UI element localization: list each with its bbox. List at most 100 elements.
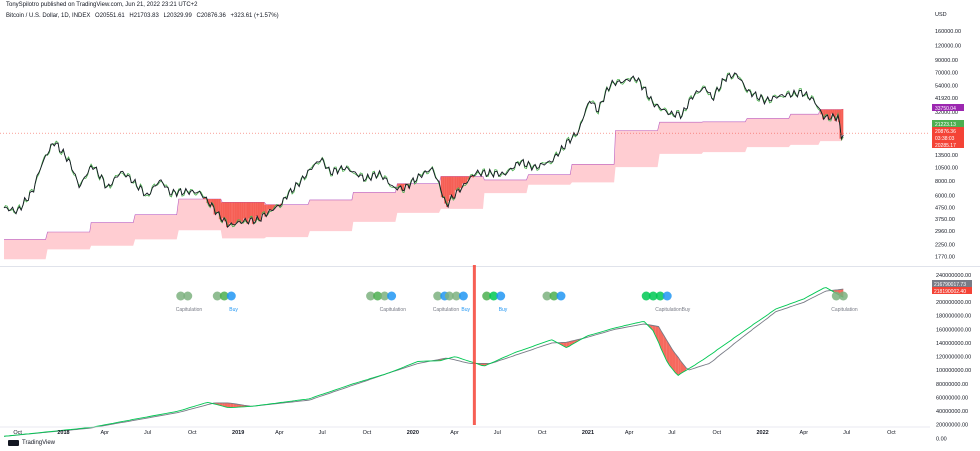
capitulation-zone — [237, 202, 240, 222]
hash-tick-label: 0.00 — [936, 436, 947, 442]
capitulation-zone — [251, 202, 254, 224]
capitulation-zone — [460, 176, 462, 188]
hash-tag-label: 216790017.73 — [934, 282, 966, 288]
capitulation-zone — [215, 199, 217, 213]
capitulation-zone — [830, 109, 833, 114]
signal-label: Capitulation — [176, 307, 203, 313]
time-tick-label: Jul — [843, 430, 850, 436]
capitulation-zone — [398, 183, 401, 186]
capitulation-zone — [267, 204, 270, 210]
signal-dot-icon — [496, 291, 506, 301]
price-tag-bg — [932, 127, 964, 134]
time-tick-label: Oct — [188, 430, 197, 436]
price-tick-label: 2250.00 — [935, 243, 955, 249]
signal-dot-icon — [556, 291, 566, 301]
capitulation-zone — [272, 204, 275, 209]
hash-tick-label: 20000000.00 — [936, 423, 968, 429]
capitulation-zone — [226, 202, 228, 228]
time-tick-label: 2019 — [232, 430, 244, 436]
price-tick-label: 41920.00 — [935, 96, 958, 102]
time-tick-label: Apr — [625, 430, 634, 436]
hash-tick-label: 160000000.00 — [936, 327, 971, 333]
capitulation-zone — [458, 176, 461, 193]
hash-capitulation-fill — [660, 330, 664, 355]
time-tick-label: Apr — [100, 430, 109, 436]
signal-dot-icon — [451, 291, 461, 301]
capitulation-zone — [442, 176, 445, 198]
time-tick-label: Apr — [800, 430, 809, 436]
capitulation-zone — [213, 199, 216, 215]
price-tag-bg — [932, 141, 964, 148]
capitulation-zone — [465, 176, 468, 183]
publish-caption: TonySpilotro published on TradingView.co… — [6, 2, 198, 8]
capitulation-zone — [397, 183, 399, 188]
hash-fast-line — [3, 287, 844, 437]
capitulation-zone — [404, 183, 406, 186]
capitulation-zone — [828, 109, 831, 119]
hash-capitulation-fill — [669, 345, 673, 370]
brand-watermark: TradingView — [8, 440, 55, 446]
symbol-legend[interactable]: Bitcoin / U.S. Dollar, 1D, INDEX O20551.… — [6, 13, 282, 19]
time-tick-label: Oct — [13, 430, 22, 436]
signal-dot-icon — [482, 291, 492, 301]
ohlc-low: L20329.99 — [163, 13, 192, 19]
capitulation-zone — [454, 176, 457, 191]
signal-dot-icon — [542, 291, 552, 301]
capitulation-zone — [222, 202, 225, 218]
capitulation-zone — [264, 204, 267, 217]
signal-dot-icon — [489, 291, 499, 301]
brand-name: TradingView — [22, 440, 56, 446]
capitulation-zone — [208, 199, 211, 207]
capitulation-zone — [823, 109, 826, 117]
price-tick-label: 32000.00 — [935, 110, 958, 116]
capitulation-zone — [463, 176, 466, 184]
time-tick-label: 2022 — [756, 430, 768, 436]
capitulation-zone — [461, 176, 464, 184]
signal-dot-icon — [219, 291, 229, 301]
capitulation-zone — [472, 176, 474, 178]
signal-dot-icon — [662, 291, 672, 301]
capitulation-zone — [216, 199, 219, 212]
hash-capitulation-fill — [683, 364, 687, 372]
ohlc-open: O20551.61 — [95, 13, 125, 19]
signal-label: Buy — [499, 307, 508, 313]
time-axis: Oct 2018 Apr Jul Oct 2019 Apr Jul Oct 2020 Apr Jul O… — [0, 426, 930, 436]
hash-tick-label: 100000000.00 — [936, 368, 971, 374]
time-tick-label: Jul — [144, 430, 151, 436]
capitulation-zone — [210, 199, 212, 204]
capitulation-zone — [243, 202, 246, 219]
hash-tick-label: 120000000.00 — [936, 355, 971, 361]
hash-tick-label: 200000000.00 — [936, 300, 971, 306]
hash-capitulation-fill — [230, 403, 234, 408]
capitulation-zone — [449, 176, 452, 196]
hash-tick-label: 140000000.00 — [936, 341, 971, 347]
price-tag-label: 20285.17 — [935, 143, 956, 149]
price-tag-label: 33750.04 — [935, 106, 956, 112]
tradingview-logo-icon — [8, 440, 19, 446]
price-tick-label: 13500.00 — [935, 153, 958, 159]
capitulation-zone — [232, 202, 235, 225]
capitulation-zone — [266, 204, 268, 214]
hash-tick-label: 180000000.00 — [936, 314, 971, 320]
band-fill — [4, 109, 844, 260]
capitulation-zone — [269, 204, 272, 211]
hash-capitulation-fill — [236, 404, 239, 408]
hash-capitulation-fill — [655, 326, 659, 343]
hash-tag-bg — [932, 280, 972, 287]
event-vertical-line — [472, 265, 476, 425]
ohlc-change: +323.61 (+1.57%) — [230, 13, 279, 19]
price-tick-label: 10500.00 — [935, 166, 958, 172]
time-tick-label: Apr — [275, 430, 284, 436]
capitulation-zone — [440, 176, 443, 198]
capitulation-zone — [446, 176, 449, 208]
signal-dot-icon — [212, 291, 222, 301]
signal-label: Capitulation — [831, 307, 858, 313]
capitulation-zone — [255, 202, 258, 217]
hash-tick-label: 60000000.00 — [936, 395, 968, 401]
hash-tick-label: 40000000.00 — [936, 409, 968, 415]
price-tag-label: 03:38:03 — [935, 136, 955, 142]
capitulation-zone — [839, 109, 842, 139]
time-tick-label: Jul — [668, 430, 675, 436]
capitulation-zone — [451, 176, 454, 199]
